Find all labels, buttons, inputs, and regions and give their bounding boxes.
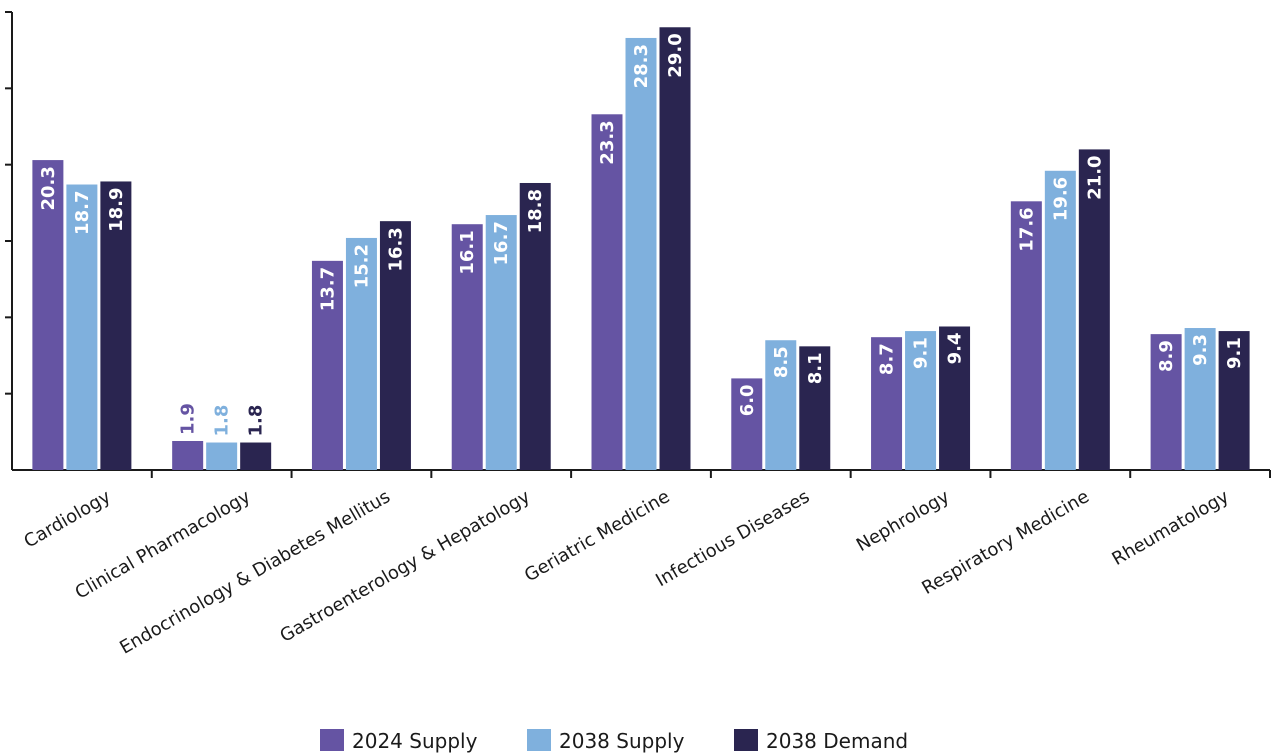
bar-nephrology-2038-demand: [939, 326, 971, 470]
value-label-cardiology-2024-supply: 20.3: [38, 166, 59, 210]
value-label-respiratory-medicine-2024-supply: 17.6: [1016, 207, 1037, 251]
bar-rheumatology-2038-demand: [1218, 331, 1250, 470]
value-label-gastroenterology-and-hepatology-2038-demand: 18.8: [525, 189, 546, 233]
bar-cardiology-2038-supply: [66, 184, 98, 470]
bar-endocrinology-and-diabetes-mellitus-2024-supply: [311, 260, 343, 470]
value-label-geriatric-medicine-2038-supply: 28.3: [631, 44, 652, 88]
value-label-geriatric-medicine-2038-demand: 29.0: [665, 33, 686, 77]
value-label-infectious-diseases-2038-supply: 8.5: [771, 346, 792, 378]
value-label-cardiology-2038-supply: 18.7: [72, 191, 93, 235]
legend-label-2038-demand: 2038 Demand: [766, 729, 908, 753]
legend-swatch-2038-supply: [527, 729, 551, 751]
bars: [32, 27, 1250, 471]
value-labels: 20.3 18.7 18.9 1.9 1.8 1.8 13.7 15.2 16.3 16.1 16.…: [38, 33, 1245, 436]
bar-clinical-pharmacology-2038-demand: [240, 442, 272, 470]
bar-respiratory-medicine-2038-supply: [1044, 170, 1076, 471]
value-label-geriatric-medicine-2024-supply: 23.3: [597, 120, 618, 164]
category-label-geriatric-medicine: Geriatric Medicine: [521, 486, 673, 586]
bar-gastroenterology-and-hepatology-2038-supply: [485, 215, 517, 470]
value-label-endocrinology-and-diabetes-mellitus-2038-supply: 15.2: [351, 244, 372, 288]
value-label-cardiology-2038-demand: 18.9: [106, 187, 127, 231]
bar-endocrinology-and-diabetes-mellitus-2038-demand: [379, 221, 411, 470]
value-label-respiratory-medicine-2038-demand: 21.0: [1084, 155, 1105, 199]
legend-label-2024-supply: 2024 Supply: [352, 729, 478, 753]
bar-infectious-diseases-2038-demand: [799, 346, 831, 470]
bar-respiratory-medicine-2038-demand: [1078, 149, 1110, 470]
value-label-clinical-pharmacology-2038-supply: 1.8: [212, 405, 233, 437]
legend-swatch-2038-demand: [734, 729, 758, 751]
value-label-nephrology-2024-supply: 8.7: [877, 343, 898, 375]
bar-clinical-pharmacology-2038-supply: [206, 442, 238, 470]
value-label-rheumatology-2024-supply: 8.9: [1156, 340, 1177, 372]
value-label-infectious-diseases-2038-demand: 8.1: [805, 352, 826, 384]
bar-cardiology-2038-demand: [100, 181, 132, 470]
bar-nephrology-2024-supply: [871, 337, 903, 470]
category-label-endocrinology-and-diabetes-mellitus: Endocrinology & Diabetes Mellitus: [116, 486, 394, 658]
bar-geriatric-medicine-2038-supply: [625, 37, 657, 470]
bar-respiratory-medicine-2024-supply: [1010, 201, 1042, 470]
bar-gastroenterology-and-hepatology-2038-demand: [519, 182, 551, 470]
value-label-respiratory-medicine-2038-supply: 19.6: [1050, 177, 1071, 221]
value-label-gastroenterology-and-hepatology-2038-supply: 16.7: [491, 221, 512, 265]
value-label-nephrology-2038-demand: 9.4: [945, 332, 966, 364]
bar-infectious-diseases-2038-supply: [765, 340, 797, 470]
value-label-clinical-pharmacology-2024-supply: 1.9: [178, 403, 199, 435]
value-label-gastroenterology-and-hepatology-2024-supply: 16.1: [457, 230, 478, 274]
category-label-rheumatology: Rheumatology: [1109, 486, 1233, 570]
value-label-rheumatology-2038-demand: 9.1: [1224, 337, 1245, 369]
bar-clinical-pharmacology-2024-supply: [172, 440, 204, 470]
value-label-endocrinology-and-diabetes-mellitus-2038-demand: 16.3: [385, 227, 406, 271]
category-label-cardiology: Cardiology: [21, 486, 115, 552]
bar-infectious-diseases-2024-supply: [731, 378, 763, 470]
bar-nephrology-2038-supply: [905, 331, 937, 470]
bar-gastroenterology-and-hepatology-2024-supply: [451, 224, 483, 470]
value-label-rheumatology-2038-supply: 9.3: [1190, 334, 1211, 366]
value-label-infectious-diseases-2024-supply: 6.0: [737, 384, 758, 416]
value-label-clinical-pharmacology-2038-demand: 1.8: [246, 405, 267, 437]
bar-rheumatology-2038-supply: [1184, 328, 1216, 470]
category-label-gastroenterology-and-hepatology: Gastroenterology & Hepatology: [277, 486, 534, 647]
bar-rheumatology-2024-supply: [1150, 334, 1182, 470]
legend-swatch-2024-supply: [320, 729, 344, 751]
category-label-nephrology: Nephrology: [853, 486, 953, 556]
value-label-endocrinology-and-diabetes-mellitus-2024-supply: 13.7: [317, 267, 338, 311]
legend-label-2038-supply: 2038 Supply: [559, 729, 685, 753]
bar-geriatric-medicine-2024-supply: [591, 114, 623, 470]
bar-geriatric-medicine-2038-demand: [659, 27, 691, 471]
value-label-nephrology-2038-supply: 9.1: [911, 337, 932, 369]
bar-endocrinology-and-diabetes-mellitus-2038-supply: [345, 237, 377, 470]
legend: 2024 Supply 2038 Supply 2038 Demand: [320, 729, 908, 753]
bar-cardiology-2024-supply: [32, 160, 64, 470]
category-label-infectious-diseases: Infectious Diseases: [652, 486, 813, 591]
